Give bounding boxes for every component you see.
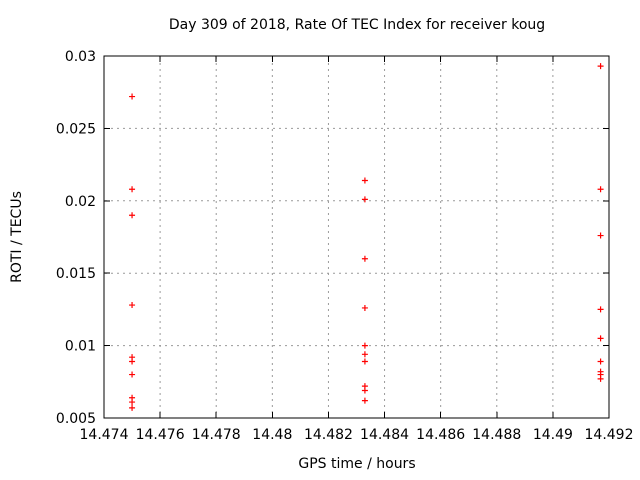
y-tick-label: 0.02 xyxy=(65,194,96,210)
data-point-marker xyxy=(129,302,136,309)
data-point-marker xyxy=(361,255,368,262)
data-point-marker xyxy=(129,399,136,406)
axis-ticks xyxy=(103,55,610,419)
x-tick-label: 14.474 xyxy=(80,427,129,443)
data-point-marker xyxy=(361,304,368,311)
plot-border xyxy=(103,55,610,419)
series-roti xyxy=(129,63,604,411)
y-tick-label: 0.025 xyxy=(56,121,96,137)
data-point-marker xyxy=(129,404,136,411)
y-tick-label: 0.015 xyxy=(56,266,96,282)
x-tick-label: 14.488 xyxy=(472,427,521,443)
data-point-marker xyxy=(129,93,136,100)
data-point-marker xyxy=(361,177,368,184)
x-tick-label: 14.478 xyxy=(192,427,241,443)
x-tick-label: 14.486 xyxy=(416,427,465,443)
x-tick-label: 14.49 xyxy=(533,427,573,443)
y-tick-label: 0.03 xyxy=(65,49,96,65)
data-point-marker xyxy=(597,232,604,239)
x-tick-label: 14.48 xyxy=(252,427,292,443)
data-point-marker xyxy=(361,196,368,203)
y-tick-label: 0.01 xyxy=(65,339,96,355)
data-point-marker xyxy=(361,351,368,358)
data-point-marker xyxy=(597,358,604,365)
x-tick-label: 14.492 xyxy=(585,427,634,443)
chart-title: Day 309 of 2018, Rate Of TEC Index for r… xyxy=(168,17,546,33)
y-tick-label: 0.005 xyxy=(56,411,96,427)
data-point-marker xyxy=(129,358,136,365)
tick-labels: 14.474 14.476 14.478 14.48 14.482 14.484 14.48… xyxy=(56,49,634,443)
data-point-marker xyxy=(597,63,604,70)
data-point-marker xyxy=(597,335,604,342)
data-point-marker xyxy=(129,212,136,219)
grid-lines xyxy=(105,57,608,417)
data-point-marker xyxy=(361,342,368,349)
data-point-marker xyxy=(597,186,604,193)
data-point-marker xyxy=(361,358,368,365)
data-point-marker xyxy=(129,371,136,378)
x-axis-label: GPS time / hours xyxy=(298,456,416,472)
data-point-marker xyxy=(361,387,368,394)
data-point-marker xyxy=(129,186,136,193)
x-tick-label: 14.476 xyxy=(136,427,185,443)
data-point-marker xyxy=(597,375,604,382)
data-point-marker xyxy=(597,306,604,313)
x-tick-label: 14.482 xyxy=(304,427,353,443)
data-point-marker xyxy=(361,397,368,404)
x-tick-label: 14.484 xyxy=(360,427,409,443)
